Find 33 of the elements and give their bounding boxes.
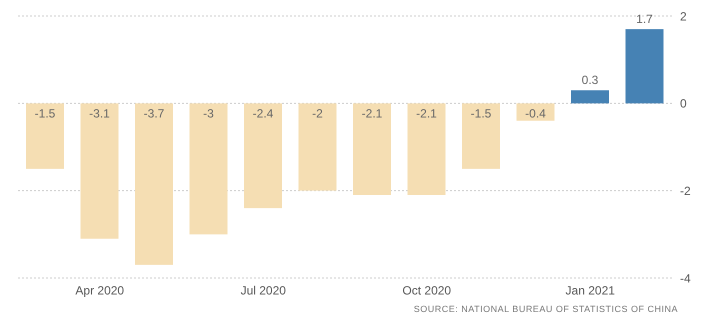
bar [190, 103, 228, 234]
bar [516, 103, 554, 121]
data-label: -3.7 [144, 106, 165, 120]
y-tick-label: 2 [680, 9, 687, 24]
y-tick-label: -4 [680, 271, 691, 286]
data-label: 0.3 [582, 73, 599, 88]
bar [80, 103, 118, 239]
data-label: -3.1 [89, 106, 110, 120]
data-label: -3 [203, 106, 214, 120]
bar [244, 103, 282, 208]
data-label: -2.1 [416, 106, 438, 120]
bar [26, 103, 64, 169]
x-tick-label: Jul 2020 [240, 284, 286, 298]
data-label: -2 [312, 106, 324, 120]
data-label: -2.4 [252, 106, 274, 120]
bar [298, 103, 336, 191]
x-tick-label: Apr 2020 [75, 284, 124, 298]
data-label: -0.4 [525, 106, 546, 120]
x-tick-label: Oct 2020 [402, 284, 452, 298]
y-tick-label: -2 [680, 184, 691, 198]
bar [408, 103, 446, 196]
bar [462, 103, 500, 169]
x-tick-label: Jan 2021 [566, 284, 616, 298]
bar [571, 90, 609, 104]
data-label: 1.7 [636, 12, 654, 26]
bar [353, 103, 391, 196]
source-note: SOURCE: NATIONAL BUREAU OF STATISTICS OF CHINA [414, 304, 678, 314]
data-label: -2.1 [362, 106, 383, 120]
data-label: -1.5 [34, 106, 56, 120]
y-tick-label: 0 [680, 96, 687, 111]
bar [626, 29, 664, 104]
bar [135, 103, 173, 265]
data-label: -1.5 [470, 106, 492, 120]
